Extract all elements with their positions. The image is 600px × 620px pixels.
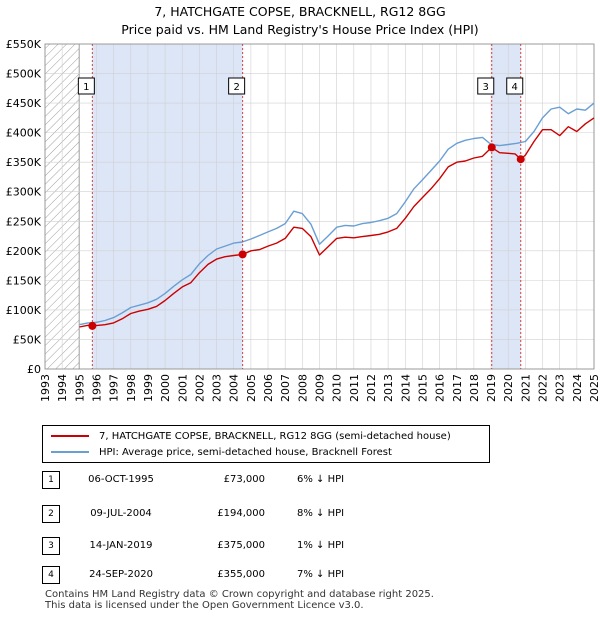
sale-point <box>516 155 525 164</box>
x-tick-label: 2024 <box>571 374 584 402</box>
ownership-band <box>92 44 243 369</box>
y-tick-label: £550K <box>6 38 42 51</box>
x-tick-label: 2006 <box>262 374 275 402</box>
footer-attribution: Contains HM Land Registry data © Crown c… <box>45 589 434 611</box>
legend-item-hpi: HPI: Average price, semi-detached house,… <box>51 445 392 459</box>
x-tick-label: 2019 <box>485 374 498 402</box>
y-tick-label: £100K <box>6 304 42 317</box>
legend-swatch-price <box>51 435 89 437</box>
sale-label-box <box>77 77 95 95</box>
x-tick-label: 2025 <box>588 374 600 402</box>
legend-label-price: 7, HATCHGATE COPSE, BRACKNELL, RG12 8GG … <box>99 430 451 442</box>
y-tick-label: £450K <box>6 97 42 110</box>
x-tick-label: 2013 <box>382 374 395 402</box>
x-tick-label: 1999 <box>142 374 155 402</box>
sale-point <box>88 321 97 330</box>
hpi-series-line <box>79 102 595 326</box>
x-tick-label: 2022 <box>537 374 550 402</box>
sale-number-badge: 1 <box>42 471 60 489</box>
x-tick-label: 2014 <box>399 374 412 402</box>
x-tick-label: 2023 <box>554 374 567 402</box>
x-tick-label: 2020 <box>502 374 515 402</box>
x-tick-label: 1997 <box>108 374 121 402</box>
sale-hpi-diff: 8% ↓ HPI <box>297 508 345 519</box>
sale-label-box <box>477 77 495 95</box>
footer-copyright: Contains HM Land Registry data © Crown c… <box>45 589 434 600</box>
y-tick-label: £300K <box>6 186 42 199</box>
x-tick-label: 2021 <box>519 374 532 402</box>
sale-point <box>487 143 496 152</box>
y-tick-label: £350K <box>6 156 42 169</box>
x-tick-label: 2005 <box>245 374 258 402</box>
table-row: 4 24-SEP-2020 £355,000 7% ↓ HPI <box>42 566 462 584</box>
sale-label-box <box>506 77 524 95</box>
x-tick-label: 1998 <box>125 374 138 402</box>
y-tick-label: £50K <box>13 333 42 346</box>
sale-date: 24-SEP-2020 <box>89 569 153 580</box>
y-tick-label: £200K <box>6 245 42 258</box>
x-tick-label: 1996 <box>90 374 103 402</box>
sale-date: 06-OCT-1995 <box>88 474 154 485</box>
y-tick-label: £0 <box>27 363 41 376</box>
chart-legend: 7, HATCHGATE COPSE, BRACKNELL, RG12 8GG … <box>42 425 490 463</box>
sale-date: 09-JUL-2004 <box>90 508 152 519</box>
sale-label-text: 1 <box>83 82 89 93</box>
price-chart: £0 £50K £100K £150K £200K £250K £300K £350K £400… <box>6 38 600 402</box>
sale-label-text: 3 <box>483 82 489 93</box>
sale-number-badge: 2 <box>42 505 60 523</box>
sale-price: £73,000 <box>223 474 265 485</box>
plot-frame <box>44 43 595 370</box>
y-tick-label: £500K <box>6 68 42 81</box>
x-tick-label: 2017 <box>451 374 464 402</box>
legend-item-price: 7, HATCHGATE COPSE, BRACKNELL, RG12 8GG … <box>51 429 451 443</box>
y-tick-label: £150K <box>6 274 42 287</box>
legend-swatch-hpi <box>51 451 89 453</box>
ownership-band <box>491 44 521 369</box>
sale-price: £194,000 <box>217 508 265 519</box>
x-tick-label: 2002 <box>193 374 206 402</box>
x-tick-label: 2000 <box>159 374 172 402</box>
price-series-line <box>79 117 595 328</box>
x-tick-label: 2016 <box>434 374 447 402</box>
sale-date: 14-JAN-2019 <box>89 540 153 551</box>
x-tick-label: 2007 <box>279 374 292 402</box>
x-tick-label: 1994 <box>56 374 69 402</box>
x-tick-label: 2018 <box>468 374 481 402</box>
x-tick-label: 2012 <box>365 374 378 402</box>
sale-price: £355,000 <box>217 569 265 580</box>
sale-hpi-diff: 1% ↓ HPI <box>297 540 345 551</box>
chart-title-subtitle: Price paid vs. HM Land Registry's House … <box>121 22 479 37</box>
sale-number-badge: 3 <box>42 537 60 555</box>
chart-title-address: 7, HATCHGATE COPSE, BRACKNELL, RG12 8GG <box>154 4 446 19</box>
table-row: 2 09-JUL-2004 £194,000 8% ↓ HPI <box>42 505 462 523</box>
sale-hpi-diff: 7% ↓ HPI <box>297 569 345 580</box>
x-tick-label: 2010 <box>331 374 344 402</box>
sale-price: £375,000 <box>217 540 265 551</box>
sale-number-badge: 4 <box>42 566 60 584</box>
x-tick-label: 2015 <box>416 374 429 402</box>
sale-point <box>238 250 247 259</box>
table-row: 1 06-OCT-1995 £73,000 6% ↓ HPI <box>42 471 462 489</box>
x-tick-label: 2011 <box>348 374 361 402</box>
x-tick-label: 1993 <box>39 374 52 402</box>
x-tick-label: 2008 <box>296 374 309 402</box>
sale-hpi-diff: 6% ↓ HPI <box>297 474 345 485</box>
legend-label-hpi: HPI: Average price, semi-detached house,… <box>99 446 392 458</box>
x-tick-label: 2001 <box>176 374 189 402</box>
sale-label-text: 2 <box>233 82 239 93</box>
sale-label-box <box>228 77 246 95</box>
x-tick-label: 2004 <box>228 374 241 402</box>
y-tick-label: £250K <box>6 215 42 228</box>
table-row: 3 14-JAN-2019 £375,000 1% ↓ HPI <box>42 537 462 555</box>
footer-licence: This data is licensed under the Open Gov… <box>45 600 364 611</box>
x-tick-label: 1995 <box>73 374 86 402</box>
y-tick-label: £400K <box>6 127 42 140</box>
sale-label-text: 4 <box>512 82 518 93</box>
x-tick-label: 2009 <box>314 374 327 402</box>
x-tick-label: 2003 <box>211 374 224 402</box>
